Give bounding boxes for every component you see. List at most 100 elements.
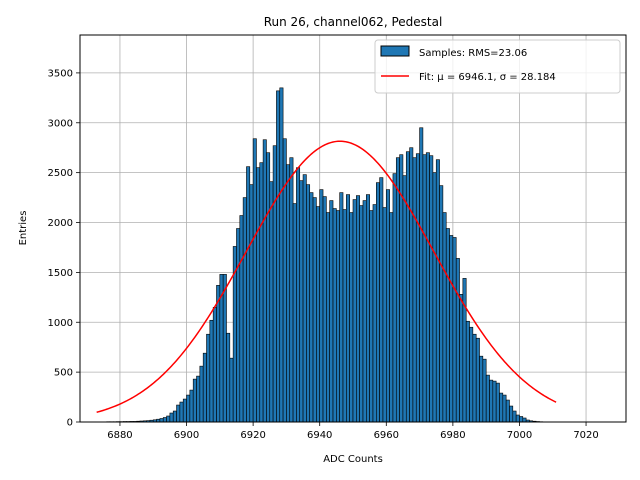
histogram-bar: [289, 157, 294, 423]
histogram-bar: [296, 167, 301, 423]
fit-curve-layer: [96, 140, 557, 414]
histogram-bar: [266, 152, 271, 423]
histogram-bar: [519, 416, 524, 423]
histogram-bars: [96, 87, 554, 423]
histogram-bar: [346, 194, 350, 423]
histogram-bar: [176, 404, 181, 423]
histogram-bar: [469, 326, 474, 423]
histogram-bar: [282, 138, 287, 423]
histogram-bar: [505, 399, 510, 423]
histogram-bar: [279, 87, 284, 423]
histogram-bar: [226, 332, 231, 423]
x-tick-label: 7000: [507, 430, 532, 441]
y-tick-label: 1000: [48, 318, 73, 329]
x-tick-label: 6980: [440, 430, 465, 441]
histogram-bar: [432, 172, 437, 423]
y-tick-label: 0: [67, 418, 73, 429]
histogram-bar: [189, 389, 194, 423]
legend: Samples: RMS=23.06 Fit: μ = 6946.1, σ = …: [374, 39, 621, 94]
histogram-bar: [196, 375, 201, 423]
histogram-bar: [379, 177, 384, 423]
histogram-bar: [405, 151, 410, 423]
histogram-bar: [199, 365, 204, 423]
histogram-bar: [422, 154, 427, 423]
histogram-bar: [459, 294, 464, 423]
histogram-bar: [512, 410, 517, 423]
x-tick-label: 6940: [307, 430, 332, 441]
histogram-bar: [239, 215, 244, 423]
histogram-bar: [162, 417, 167, 423]
histogram-bar: [356, 195, 360, 423]
histogram-bar: [326, 212, 330, 423]
x-tick-label: 6900: [174, 430, 199, 441]
histogram-bar: [372, 204, 377, 423]
histogram-bar: [329, 200, 334, 423]
histogram-bar: [182, 398, 187, 423]
histogram-bar: [259, 162, 264, 423]
histogram-bar: [402, 175, 407, 423]
x-tick-label: 6880: [107, 430, 132, 441]
histogram-bar: [409, 147, 414, 423]
histogram-bar: [482, 358, 487, 423]
legend-box: [374, 39, 621, 94]
y-axis-ticks: 0 500 1000 1500 2000 2500 3000 3500: [48, 68, 80, 429]
y-axis-label: Entries: [18, 211, 29, 246]
histogram-bar: [445, 228, 450, 423]
legend-fit-label: Fit: μ = 6946.1, σ = 28.184: [419, 72, 556, 83]
histogram-bar: [352, 199, 357, 423]
x-tick-label: 6920: [240, 430, 265, 441]
histogram-bar: [272, 145, 277, 423]
histogram-bar: [216, 285, 221, 423]
histogram-bar: [332, 208, 337, 423]
histogram-bar: [212, 306, 217, 423]
y-tick-label: 3000: [48, 118, 73, 129]
histogram-bar: [262, 139, 267, 423]
histogram-bar: [236, 228, 241, 423]
histogram-bar: [485, 374, 490, 423]
histogram-bar: [425, 152, 430, 423]
histogram-bar: [415, 153, 420, 423]
x-axis-ticks: 6880 6900 6920 6940 6960 6980 7000 7020: [107, 422, 599, 441]
histogram-bar: [429, 155, 434, 423]
histogram-bar: [339, 192, 344, 423]
y-tick-label: 2000: [48, 218, 73, 229]
histogram-bar: [202, 352, 207, 423]
histogram-bar: [479, 355, 484, 423]
histogram-bar: [322, 196, 327, 423]
histogram-bar: [229, 357, 234, 423]
histogram-bar: [362, 200, 367, 423]
histogram-bar: [366, 194, 370, 423]
histogram-bar: [509, 405, 514, 423]
histogram-bar: [192, 378, 197, 423]
histogram-bar: [292, 203, 297, 423]
histogram-bar: [419, 127, 424, 423]
histogram-bar: [319, 189, 324, 423]
legend-histogram-label: Samples: RMS=23.06: [419, 48, 527, 59]
histogram-bar: [376, 182, 380, 423]
histogram-bar: [515, 414, 520, 423]
histogram-bar: [342, 209, 347, 423]
histogram-bar: [392, 173, 397, 423]
y-tick-label: 500: [54, 368, 73, 379]
histogram-bar: [252, 138, 257, 423]
histogram-bar: [435, 159, 440, 423]
plot-frame: [79, 34, 627, 423]
histogram-bar: [472, 333, 477, 423]
histogram-bar: [395, 157, 400, 423]
histogram-bar: [489, 379, 494, 423]
histogram-bar: [475, 337, 480, 423]
histogram-bar: [269, 181, 274, 423]
histogram-bar: [302, 174, 307, 423]
x-axis-label: ADC Counts: [323, 454, 383, 465]
histogram-bar: [169, 412, 174, 423]
histogram-bar: [312, 197, 317, 423]
histogram-bar: [449, 235, 454, 423]
gaussian-fit-curve: [96, 140, 557, 414]
histogram-bar: [309, 192, 314, 423]
histogram-bar: [186, 394, 191, 423]
x-tick-label: 7020: [573, 430, 598, 441]
histogram-bar: [286, 164, 291, 423]
histogram-bar: [249, 184, 254, 423]
histogram-bar: [499, 392, 504, 423]
